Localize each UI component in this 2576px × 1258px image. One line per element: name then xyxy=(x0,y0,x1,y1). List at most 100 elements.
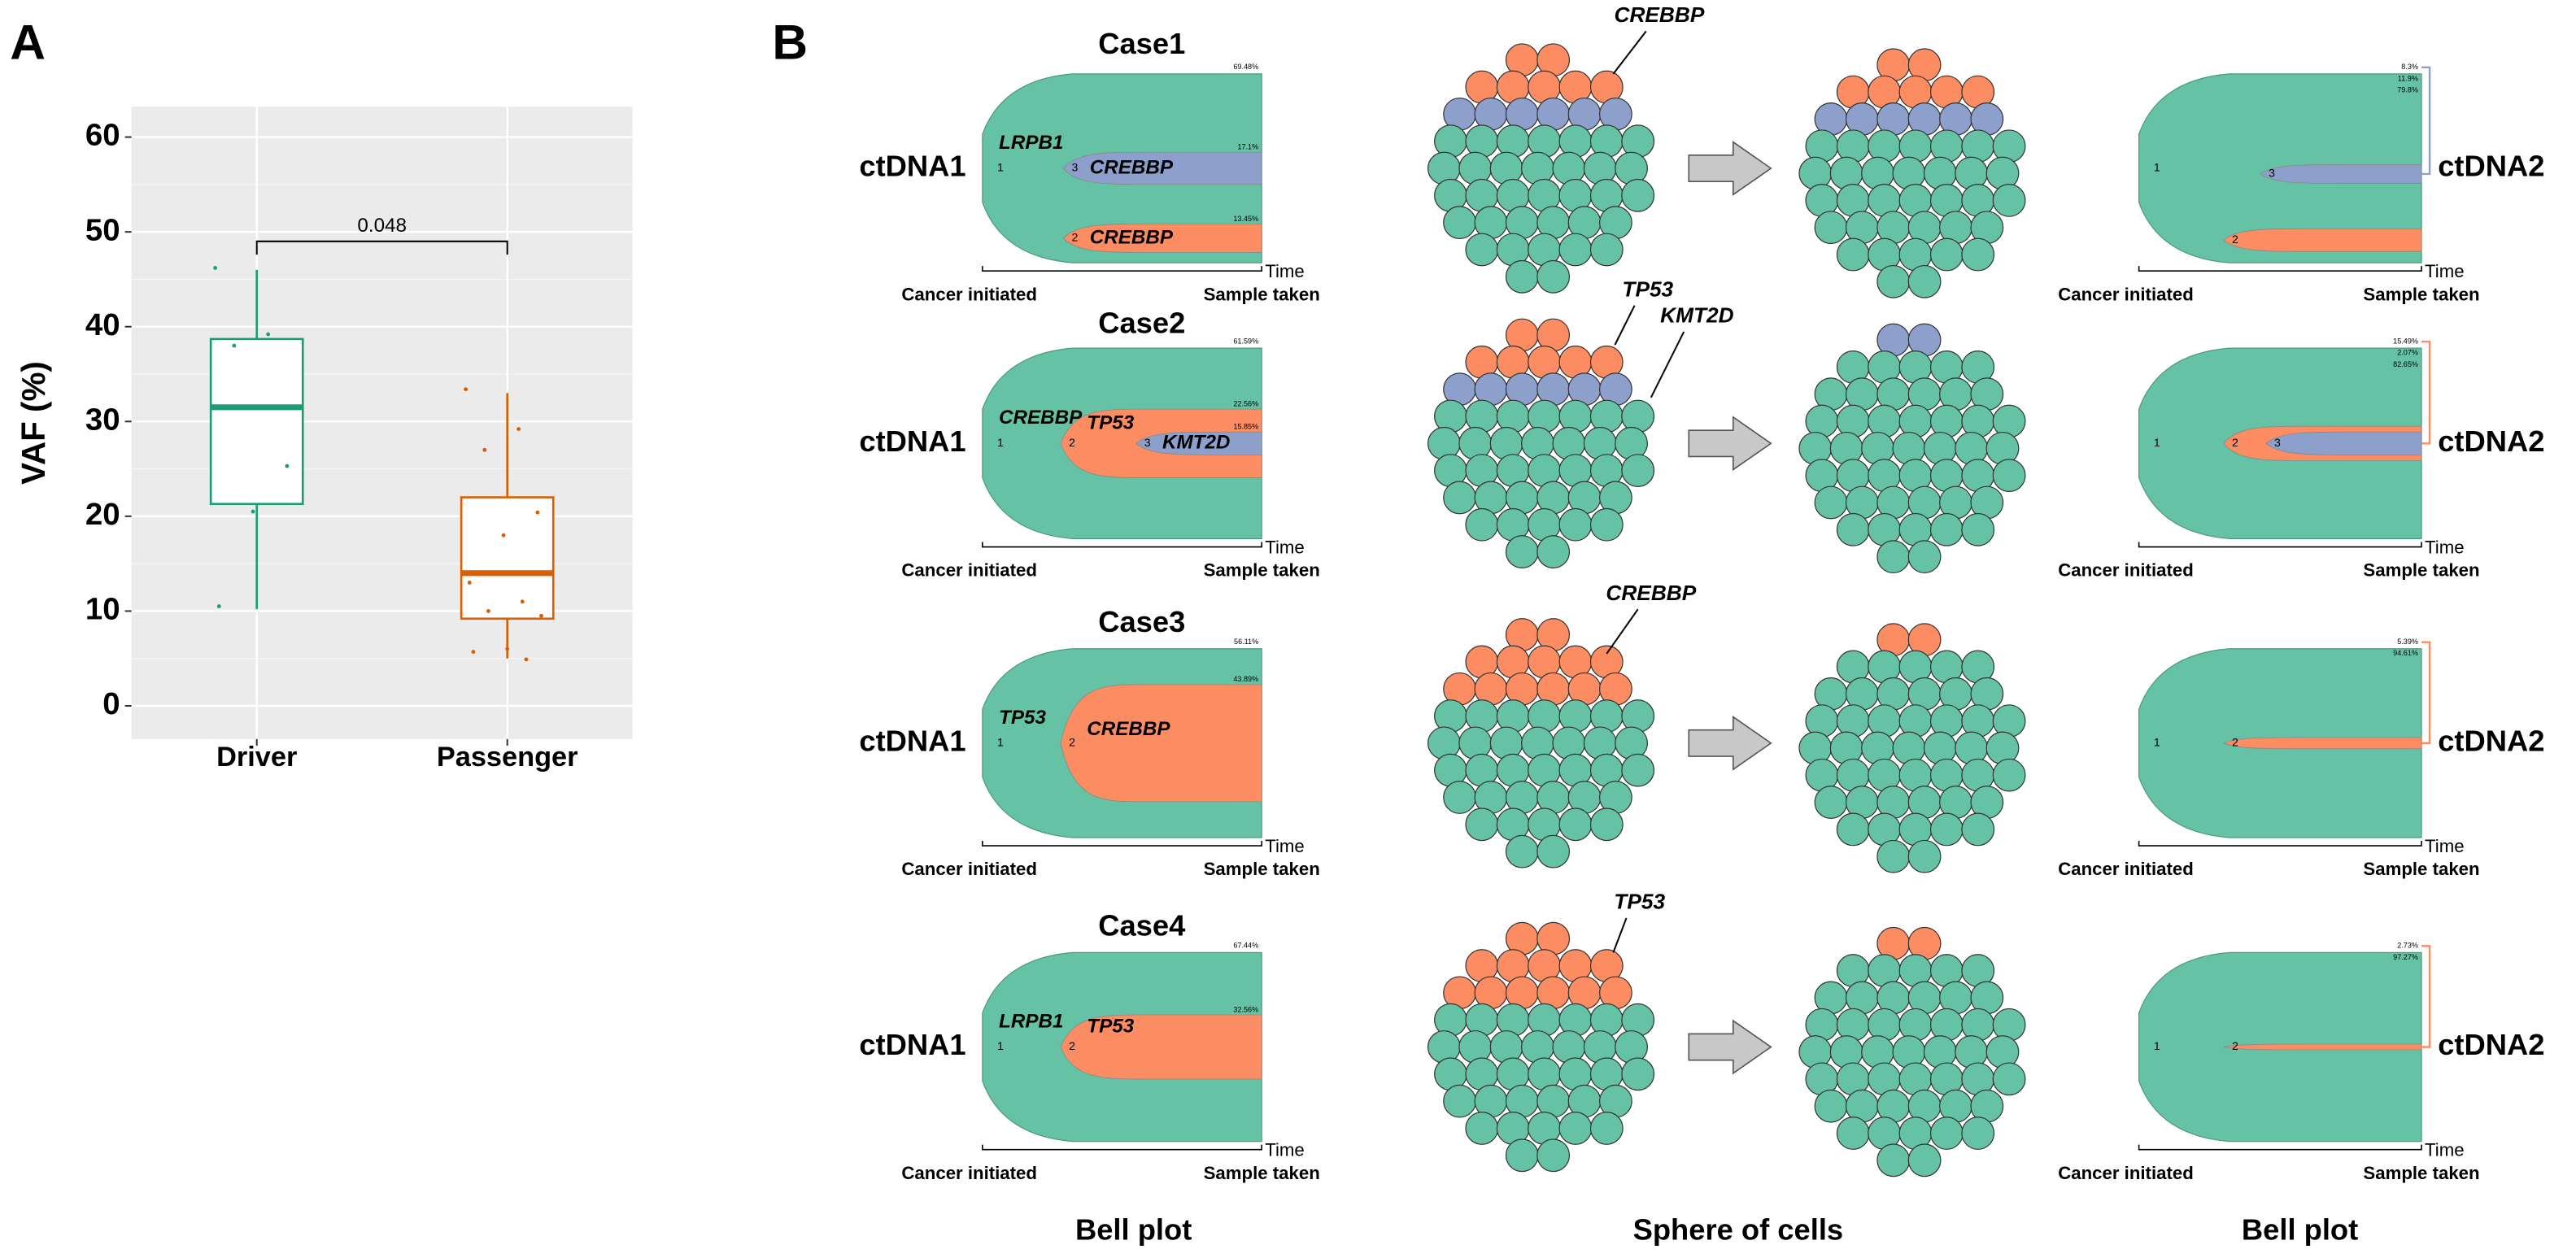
cell xyxy=(1443,481,1476,515)
point xyxy=(467,581,472,585)
point xyxy=(482,447,487,452)
cell xyxy=(1558,807,1593,842)
point xyxy=(501,533,506,538)
freq-label: 69.48% xyxy=(1233,63,1258,71)
axis-label: Cancer initiated xyxy=(901,859,1037,879)
bracket xyxy=(2421,66,2431,176)
cell xyxy=(1836,237,1870,272)
sample-label: ctDNA2 xyxy=(2438,724,2544,757)
callout-line xyxy=(1614,305,1636,346)
clone-id: 1 xyxy=(997,436,1004,449)
sample-label: ctDNA1 xyxy=(859,724,965,757)
axis-label: Time xyxy=(1265,537,1305,557)
clone-id: 1 xyxy=(997,161,1004,174)
freq-label: 5.39% xyxy=(2397,638,2418,646)
cell xyxy=(1589,233,1624,267)
freq-label: 94.61% xyxy=(2393,649,2418,657)
freq-label: 8.3% xyxy=(2401,63,2418,71)
axis-label: Time xyxy=(2425,1140,2465,1160)
freq-label: 15.49% xyxy=(2393,337,2418,345)
significance-bracket xyxy=(255,240,508,255)
subclone xyxy=(1135,431,1262,455)
cell xyxy=(1621,454,1655,488)
clone-id: 3 xyxy=(1144,436,1151,449)
freq-label: 56.11% xyxy=(1234,638,1258,646)
axis-label: Time xyxy=(1265,1140,1305,1160)
clone-id: 1 xyxy=(2154,736,2160,749)
freq-label: 79.8% xyxy=(2397,85,2418,94)
y-tick-label: 30 xyxy=(85,402,120,437)
sample-label: ctDNA2 xyxy=(2438,150,2544,183)
cell xyxy=(1992,459,2026,493)
freq-label: 82.65% xyxy=(2393,360,2418,368)
axis-label: Sample taken xyxy=(2363,859,2479,879)
gene-label: KMT2D xyxy=(1162,432,1230,454)
cell xyxy=(1836,512,1870,546)
bracket xyxy=(2421,340,2431,445)
cell xyxy=(1992,183,2026,217)
cell xyxy=(1876,264,1911,298)
cell xyxy=(1814,1089,1848,1123)
y-tick-label: 50 xyxy=(85,212,120,247)
bracket xyxy=(2421,641,2431,745)
axis-label: Sample taken xyxy=(1204,1163,1320,1183)
sample-label: ctDNA1 xyxy=(859,150,965,183)
point xyxy=(471,650,476,654)
cell xyxy=(1621,178,1655,212)
point xyxy=(539,613,543,618)
cell xyxy=(1536,1138,1571,1173)
subclone xyxy=(1060,684,1262,803)
gene-label: TP53 xyxy=(999,707,1046,729)
clone-id: 3 xyxy=(2274,436,2281,449)
subclone xyxy=(2260,163,2422,184)
cell xyxy=(1907,540,1942,574)
axis-label: Cancer initiated xyxy=(901,284,1037,304)
cell xyxy=(1621,753,1655,787)
gene-label: TP53 xyxy=(1087,1016,1134,1038)
cell xyxy=(1876,839,1911,873)
cell xyxy=(1505,1138,1539,1173)
gene-callout: KMT2D xyxy=(1660,303,1733,328)
bracket xyxy=(2421,945,2431,1048)
gene-label: CREBBP xyxy=(999,407,1083,429)
subclone xyxy=(2223,1043,2422,1051)
axis-label: Sample taken xyxy=(1204,284,1320,304)
cell xyxy=(1907,1143,1942,1177)
clone-id: 2 xyxy=(1069,436,1075,449)
point xyxy=(505,646,510,651)
cell xyxy=(1836,1117,1870,1150)
arrow xyxy=(1688,416,1772,472)
subclone xyxy=(2265,431,2422,455)
time-axis xyxy=(982,841,1262,847)
callout-line xyxy=(1650,331,1685,398)
case-title: Case2 xyxy=(1098,306,1185,339)
axis-label: Time xyxy=(2425,261,2465,281)
freq-label: 61.59% xyxy=(1233,337,1258,345)
gene-label: CREBBP xyxy=(1087,718,1170,740)
clone-id: 1 xyxy=(2154,1039,2160,1052)
cell xyxy=(1814,211,1848,245)
clone-id: 2 xyxy=(2232,436,2238,449)
subclone xyxy=(2222,737,2422,750)
time-axis xyxy=(2138,841,2422,847)
case-title: Case1 xyxy=(1098,27,1185,60)
y-tick-label: 10 xyxy=(85,592,120,627)
y-axis-label: VAF (%) xyxy=(15,361,52,485)
cell xyxy=(1505,834,1539,868)
cell xyxy=(1558,233,1593,267)
cell xyxy=(1876,1143,1911,1177)
subclone xyxy=(1060,1014,1262,1080)
cell xyxy=(1907,264,1942,298)
gene-callout: TP53 xyxy=(1622,276,1673,301)
cell xyxy=(1814,485,1848,520)
significance-label: 0.048 xyxy=(357,215,407,237)
freq-label: 2.07% xyxy=(2397,349,2418,357)
point xyxy=(517,427,521,432)
point xyxy=(285,464,290,468)
y-tick-label: 40 xyxy=(85,307,120,342)
time-axis xyxy=(982,542,1262,548)
axis-label: Cancer initiated xyxy=(901,560,1037,581)
gene-label: LRPB1 xyxy=(999,132,1063,154)
